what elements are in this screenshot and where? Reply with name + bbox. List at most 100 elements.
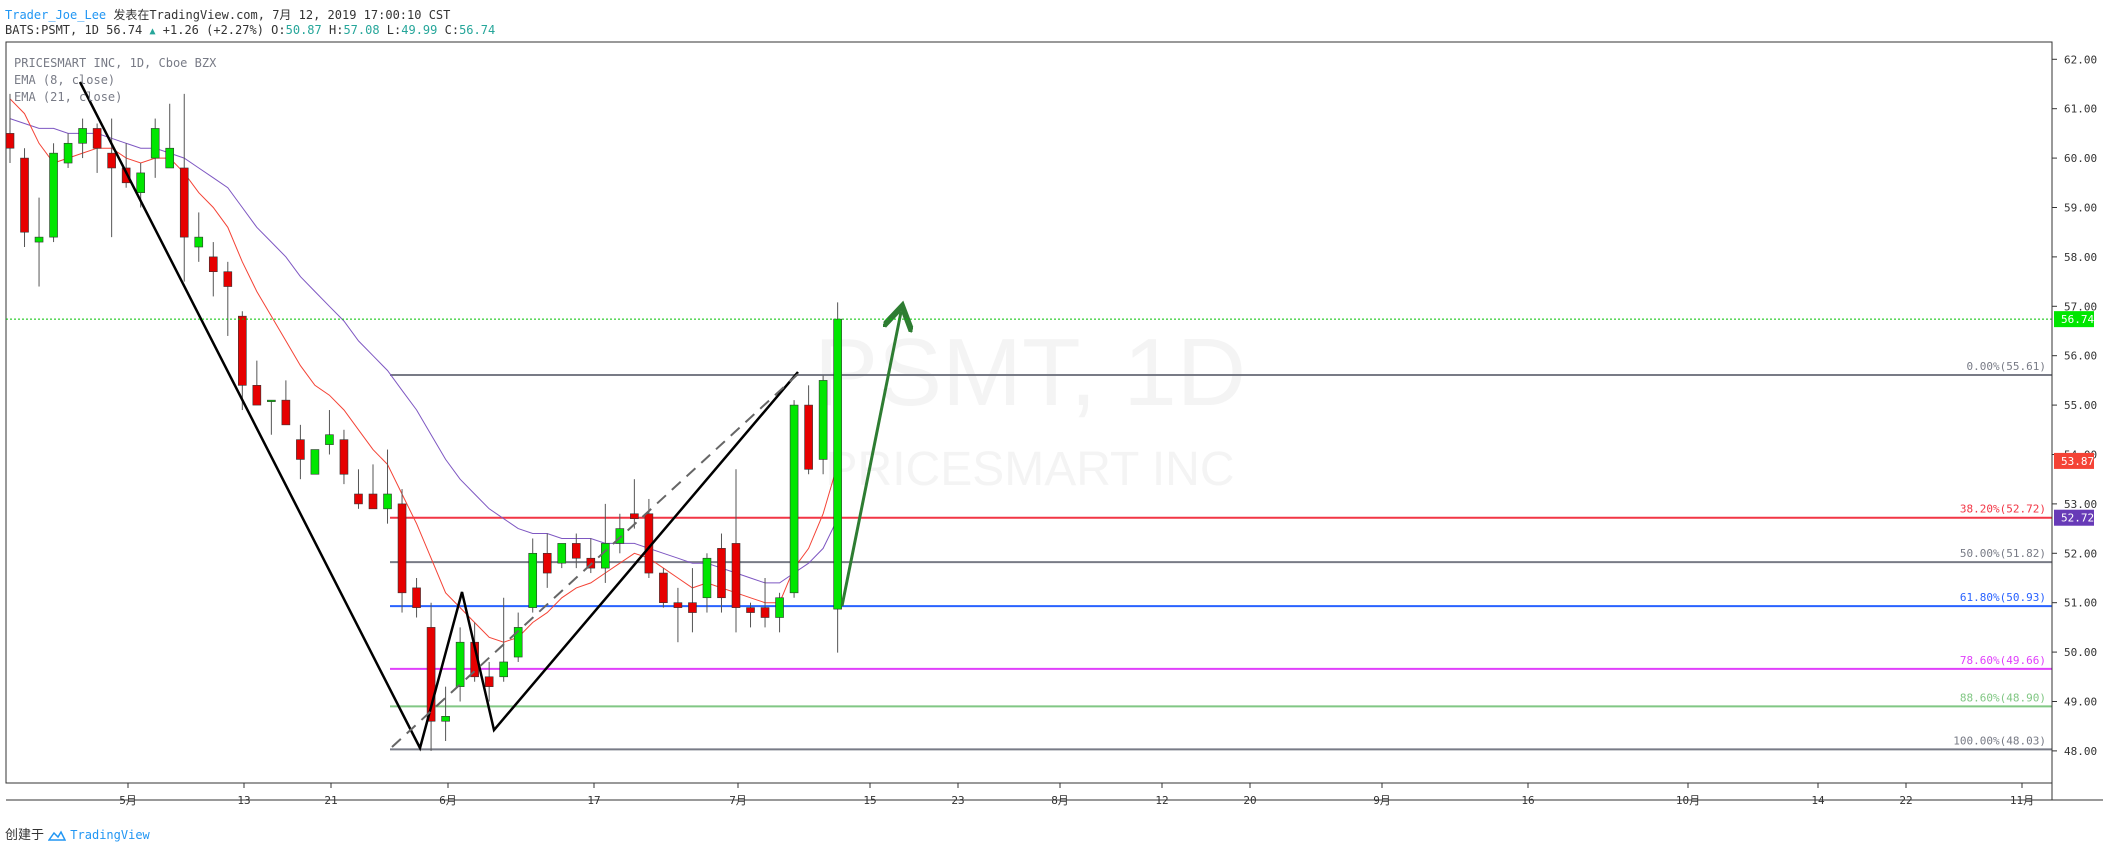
candle[interactable] — [34, 197, 44, 287]
candle[interactable] — [702, 553, 712, 613]
candle-body — [121, 167, 131, 184]
candle[interactable] — [223, 261, 233, 336]
x-tick-label: 21 — [324, 794, 337, 807]
y-tick-label: 52.00 — [2064, 547, 2097, 560]
candle-body — [571, 543, 581, 559]
fib-level-label: 0.00%(55.61) — [1967, 360, 2046, 373]
candle[interactable] — [121, 143, 131, 188]
symbol-label: BATS:PSMT, 1D — [5, 23, 99, 37]
candle[interactable] — [746, 602, 755, 628]
time-axis[interactable]: 5月 13 21 6月 17 7月 15 23 8月 12 20 9月 16 10月 14 22 11月 — [119, 783, 2034, 807]
fib-level-label: 61.80%(50.93) — [1960, 591, 2046, 604]
last-price: 56.74 — [106, 23, 143, 37]
price-badge-bg — [2054, 452, 2094, 469]
candle[interactable] — [78, 118, 87, 159]
candle[interactable] — [412, 577, 421, 618]
candle[interactable] — [194, 212, 204, 262]
footer: 创建于 TradingView — [5, 824, 150, 843]
candle[interactable] — [49, 143, 58, 243]
candle[interactable] — [179, 93, 189, 282]
candle[interactable] — [630, 479, 639, 529]
y-tick-label: 49.00 — [2064, 695, 2097, 708]
close-value: 56.74 — [459, 23, 496, 37]
candle[interactable] — [325, 410, 334, 455]
candle[interactable] — [252, 360, 262, 406]
candle-body — [78, 128, 87, 144]
candle[interactable] — [833, 302, 842, 653]
author-link[interactable]: Trader_Joe_Lee — [5, 8, 107, 22]
candle[interactable] — [659, 568, 668, 608]
symbol-header: BATS:PSMT, 1D 56.74 ▲ +1.26 (+2.27%) O:5… — [5, 23, 495, 37]
candle-body — [412, 587, 421, 608]
candle[interactable] — [296, 424, 305, 480]
candle-body — [194, 236, 204, 248]
y-tick-label: 62.00 — [2064, 53, 2097, 66]
candle[interactable] — [165, 103, 175, 169]
legend-ema21: EMA (21, close) — [14, 90, 122, 104]
candle[interactable] — [818, 375, 828, 475]
candle-body — [165, 147, 175, 169]
candle[interactable] — [484, 661, 494, 702]
candle[interactable] — [383, 449, 392, 524]
candle[interactable] — [717, 533, 726, 613]
candle-body — [441, 716, 450, 722]
trend-drawings[interactable] — [78, 81, 901, 752]
fib-level-label: 88.60%(48.90) — [1960, 691, 2046, 704]
candle[interactable] — [673, 587, 683, 643]
candle[interactable] — [789, 400, 799, 598]
zigzag-line[interactable] — [78, 81, 799, 752]
candle-body — [223, 271, 233, 287]
candle[interactable] — [615, 513, 625, 554]
candle[interactable] — [441, 686, 450, 742]
candle[interactable] — [542, 533, 552, 588]
x-tick-label: 22 — [1899, 794, 1912, 807]
candle[interactable] — [281, 380, 291, 426]
x-tick-label: 23 — [951, 794, 964, 807]
brand-link[interactable]: TradingView — [70, 828, 150, 842]
candle[interactable] — [688, 568, 697, 633]
projection-arrow[interactable] — [840, 312, 901, 607]
candle[interactable] — [208, 242, 218, 297]
candle[interactable] — [5, 93, 15, 164]
candle[interactable] — [267, 399, 276, 435]
candle-body — [208, 256, 218, 273]
candle[interactable] — [238, 311, 247, 411]
candle[interactable] — [528, 538, 538, 613]
candle[interactable] — [397, 489, 407, 613]
candle[interactable] — [455, 627, 465, 702]
price-axis-badge: 56.74 — [2054, 311, 2094, 328]
candle[interactable] — [150, 118, 160, 178]
price-axis[interactable]: 62.00 61.00 60.00 59.00 58.00 57.00 56.00 55.00… — [2052, 53, 2097, 758]
candle[interactable] — [92, 123, 102, 173]
publish-info: 发表在TradingView.com, 7月 12, 2019 17:00:10… — [113, 8, 451, 22]
candle[interactable] — [557, 543, 567, 569]
candle[interactable] — [775, 592, 784, 633]
candle[interactable] — [760, 577, 770, 628]
candle-body — [513, 627, 523, 658]
candle-body — [5, 133, 15, 149]
candle-body — [281, 399, 291, 426]
symbol-watermark: PSMT, 1D PRICESMART INC — [814, 319, 1246, 496]
candle[interactable] — [426, 602, 436, 751]
candle[interactable] — [731, 469, 741, 633]
candle[interactable] — [368, 464, 378, 510]
candle[interactable] — [20, 148, 29, 248]
candle-body — [528, 552, 538, 608]
candle[interactable] — [310, 449, 320, 475]
candle[interactable] — [339, 429, 349, 485]
candle[interactable] — [499, 597, 508, 682]
candle-body — [179, 167, 189, 238]
candle[interactable] — [804, 385, 813, 475]
candle[interactable] — [571, 533, 581, 569]
candle[interactable] — [107, 118, 116, 238]
candle[interactable] — [513, 612, 523, 662]
dashed-channel-line[interactable] — [391, 373, 799, 748]
price-badge-text: 53.87 — [2061, 455, 2094, 468]
chart-pane[interactable] — [5, 41, 2053, 784]
up-arrow-icon: ▲ — [149, 26, 156, 37]
x-tick-label: 10月 — [1676, 794, 1700, 807]
watermark-name: PRICESMART INC — [826, 443, 1235, 496]
candle[interactable] — [63, 133, 73, 168]
candle[interactable] — [354, 469, 363, 509]
